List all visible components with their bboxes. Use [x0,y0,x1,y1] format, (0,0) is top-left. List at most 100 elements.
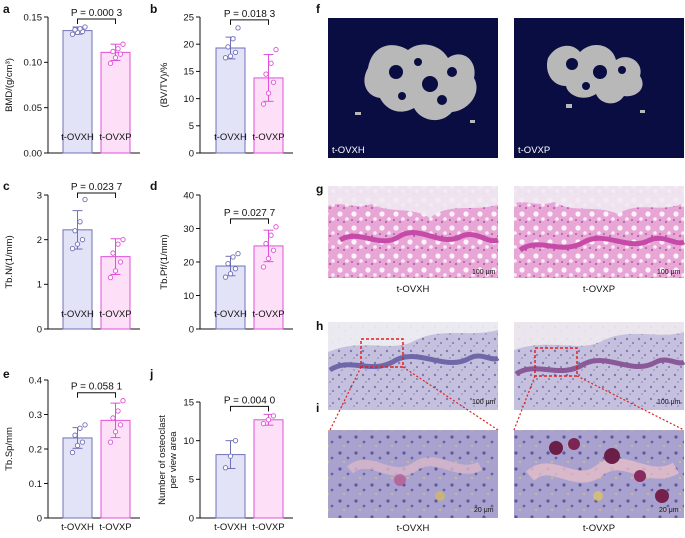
data-point [72,27,78,33]
microct-right: t-OVXP [514,18,684,158]
data-point [77,26,83,32]
x-tick-label: t-OVXH [214,522,247,533]
bar [253,419,284,519]
trap-zoom-right: 20 μm t-OVXP [514,430,684,534]
y-tick-label: 0.4 [29,375,42,386]
data-point [120,41,126,47]
x-tick-label: t-OVXH [61,522,94,533]
chart-tb-n: 0 1 2 3 t-OVXH t-OVXP P = 0.023 7 Tb.N/(1/mm) [4,182,140,335]
x-tick-label: t-OVXH [61,132,94,143]
data-point [225,261,231,267]
data-point [115,46,121,52]
y-tick-label: 0.1 [29,479,42,490]
chart-bmd: 0.00 0.05 0.10 0.15 t-OVXH t-OVXP P = 0.000 3 B… [4,8,140,159]
y-tick-label: 0 [189,513,194,524]
data-point [107,60,114,66]
data-point [270,247,277,253]
data-point [227,53,234,59]
bar [215,265,246,330]
data-point [227,271,234,277]
data-point [222,55,229,61]
data-point [79,237,86,243]
zoom-right-caption: t-OVXP [583,523,615,534]
y-axis-label: Tb.Sp/mm [4,427,15,471]
y-tick-label: 10 [183,291,194,302]
chart-tb-sp: 0 0.1 0.2 0.3 0.4 t-OVXH t-OVXP P = 0.058 1 Tb.S… [4,375,140,533]
he-right-scale: 100 μm [657,269,681,276]
y-axis-label: Number of osteoclast [157,415,168,505]
data-point [69,31,76,37]
x-tick-label: t-OVXP [252,309,284,320]
y-tick-label: 2 [37,235,42,246]
y-tick-label: 5 [189,475,194,486]
he-stain-right: 100 μm t-OVXP [514,186,685,295]
data-point [82,422,88,428]
y-tick-label: 10 [183,436,194,447]
data-point [268,60,274,66]
y-tick-label: 15 [183,67,194,78]
panel-label-c: c [3,179,10,193]
data-point [263,71,269,77]
x-tick-label: t-OVXP [252,522,284,533]
data-point [273,46,279,53]
data-point [82,24,88,30]
bar [62,437,93,519]
data-point [117,259,124,265]
data-point [112,429,119,435]
data-point [82,196,88,203]
data-point [107,274,114,281]
zoom-line-right-a [513,375,536,431]
data-point [265,417,272,423]
data-point [232,266,239,272]
data-point [69,245,76,252]
data-point [74,442,81,449]
data-point [263,240,269,247]
chart-tb-pf: 0 10 20 30 40 t-OVXH t-OVXP P = 0.027 7 Tb.Pf/(1… [159,190,293,335]
y-tick-label: 5 [189,121,194,132]
data-point [265,90,272,96]
trap-right-scale: 100 μm [657,399,681,406]
data-point [260,421,267,427]
data-point [270,79,277,85]
y-tick-label: 20 [183,40,194,51]
panel-label-e: e [3,367,10,381]
significance-bracket [77,192,116,198]
data-point [225,44,231,50]
data-point [110,415,116,421]
data-point [112,55,119,61]
data-point [230,36,236,42]
trap-left-scale: 100 μm [472,399,496,406]
data-point [69,449,76,456]
panel-label-d: d [150,179,157,193]
data-point [117,422,124,428]
data-point [110,48,116,55]
he-left-scale: 100 μm [472,269,496,276]
data-point [270,413,277,419]
y-tick-label: 30 [183,224,194,235]
y-tick-label: 20 [183,257,194,268]
data-point [72,228,78,234]
panel-label-a: a [3,2,10,16]
y-tick-label: 0.00 [24,148,43,159]
panel-label-j: j [149,367,153,381]
data-point [227,453,234,459]
x-tick-label: t-OVXP [99,132,131,143]
y-tick-label: 0 [189,148,194,159]
data-point [230,254,236,260]
x-tick-label: t-OVXH [61,309,94,320]
zoom-line-left-b [402,366,499,431]
chart-osteoclast-count: 0 5 10 15 t-OVXH t-OVXP P = 0.004 0 Number of o… [157,395,293,533]
bar [100,51,131,154]
data-point [77,219,83,225]
y-tick-label: 0.15 [24,12,43,23]
p-value-label: P = 0.023 7 [71,182,123,193]
p-value-label: P = 0.018 3 [224,9,276,20]
y-tick-label: 1 [37,280,42,291]
data-point [72,432,78,438]
significance-bracket [77,18,116,24]
y-tick-label: 0 [37,324,42,335]
microct-right-label: t-OVXP [518,145,550,156]
data-point [117,51,124,57]
bar [253,245,284,330]
he-stain-left: 100 μm t-OVXH [328,186,499,295]
